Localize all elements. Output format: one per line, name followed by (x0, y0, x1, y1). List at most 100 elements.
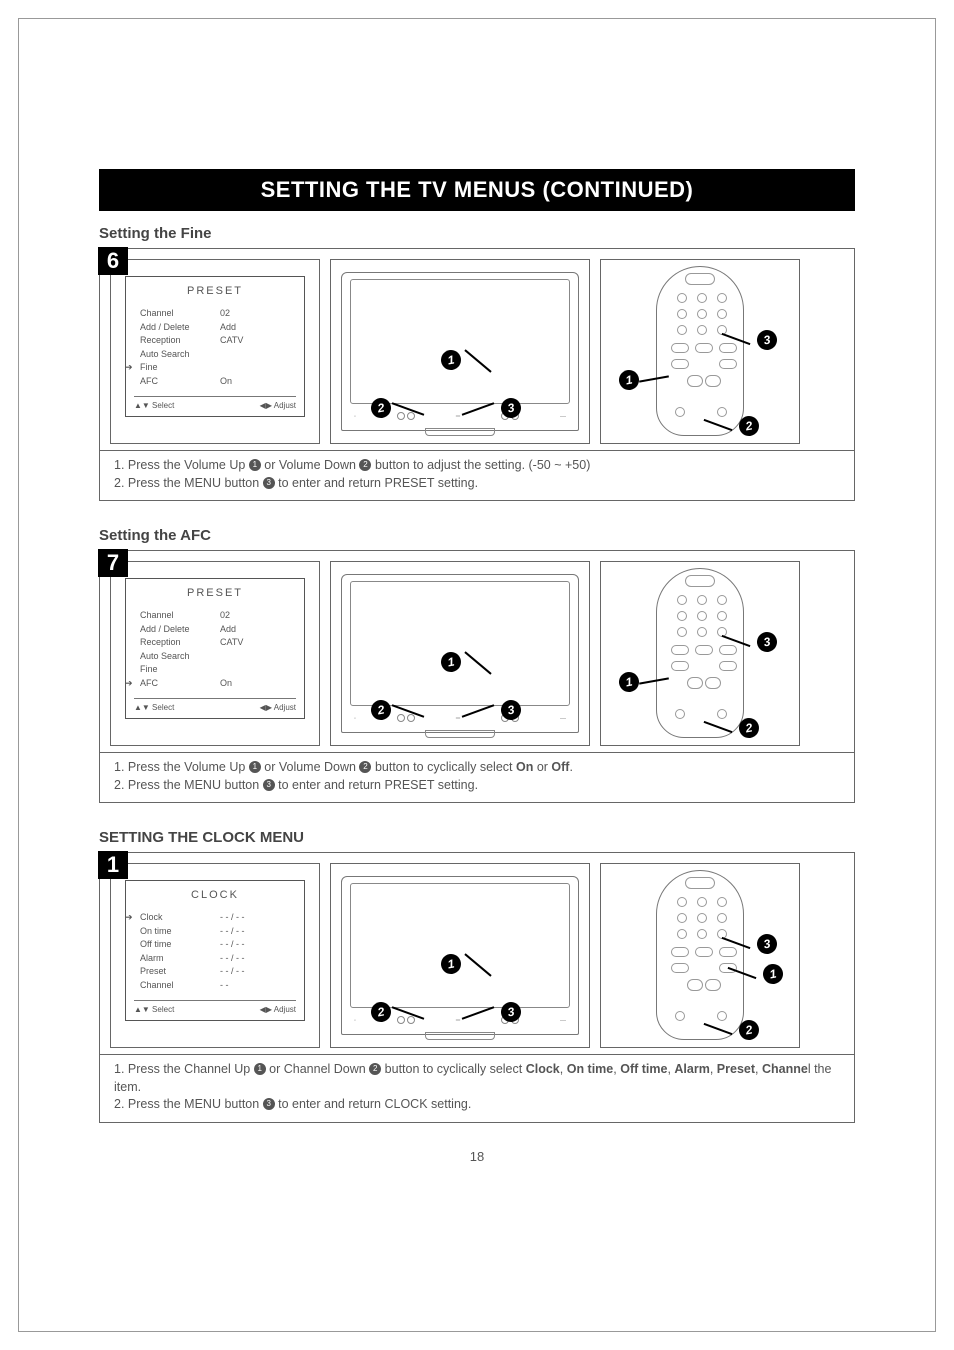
remote-button (687, 979, 703, 991)
remote-button (677, 627, 687, 637)
remote-button (687, 677, 703, 689)
section-box: 6PRESETChannel02Add / DeleteAddReception… (99, 248, 855, 501)
step-badge: 7 (98, 549, 128, 577)
osd-title: PRESET (134, 285, 296, 297)
remote-button (719, 359, 737, 369)
instruction-line: 2. Press the MENU button 3 to enter and … (114, 1096, 844, 1114)
osd-row-label: Clock (140, 911, 220, 925)
panel-row: PRESETChannel02Add / DeleteAddReceptionC… (100, 551, 854, 752)
osd-row-value: - - / - - (220, 925, 270, 939)
osd-row-label: Channel (140, 979, 220, 993)
remote-button (677, 913, 687, 923)
remote-button (697, 913, 707, 923)
panel-row: PRESETChannel02Add / DeleteAddReceptionC… (100, 249, 854, 450)
osd-row: AFCOn (140, 677, 296, 691)
osd-row: AFCOn (140, 375, 296, 389)
osd-row-value: On (220, 375, 270, 389)
instructions: 1. Press the Channel Up 1 or Channel Dow… (100, 1054, 854, 1122)
section-heading: Setting the Fine (99, 225, 855, 242)
callout-badge: 2 (737, 414, 760, 437)
osd-row: On time- - / - - (140, 925, 296, 939)
osd-panel: PRESETChannel02Add / DeleteAddReceptionC… (110, 259, 320, 444)
osd-row-label: Add / Delete (140, 623, 220, 637)
osd-row-label: Preset (140, 965, 220, 979)
osd-row-value: - - (220, 979, 270, 993)
ref-circle: 2 (369, 1063, 381, 1075)
section-box: 1CLOCKClock- - / - -On time- - / - -Off … (99, 852, 855, 1123)
osd-row: Auto Search (140, 348, 296, 362)
callout-badge: 3 (755, 932, 778, 955)
remote-button (671, 947, 689, 957)
remote-body (656, 870, 744, 1040)
osd-row-label: Reception (140, 334, 220, 348)
ref-circle: 1 (254, 1063, 266, 1075)
osd-footer-adjust: ◀▶ Adjust (260, 1005, 296, 1014)
instruction-line: 1. Press the Volume Up 1 or Volume Down … (114, 457, 844, 475)
ref-circle: 1 (249, 761, 261, 773)
tv-stand (425, 730, 495, 738)
osd-row: Add / DeleteAdd (140, 623, 296, 637)
remote-button (705, 677, 721, 689)
callout-badge: 1 (617, 368, 640, 391)
remote-button (671, 343, 689, 353)
remote-button (695, 947, 713, 957)
remote-button (717, 897, 727, 907)
remote-button (717, 611, 727, 621)
remote-button (675, 407, 685, 417)
remote-button (697, 611, 707, 621)
ref-circle: 1 (249, 459, 261, 471)
osd-row-label: Alarm (140, 952, 220, 966)
osd-row: Off time- - / - - (140, 938, 296, 952)
osd-row-value: Add (220, 321, 270, 335)
remote-button (695, 645, 713, 655)
ref-circle: 3 (263, 477, 275, 489)
remote-button (677, 293, 687, 303)
remote-button (717, 595, 727, 605)
remote-button (719, 947, 737, 957)
osd-row-label: On time (140, 925, 220, 939)
remote-button (697, 309, 707, 319)
osd-row-value: CATV (220, 334, 270, 348)
osd-row-value (220, 361, 270, 375)
remote-button (717, 913, 727, 923)
tv-screen (350, 581, 570, 706)
page-number: 18 (99, 1149, 855, 1164)
remote-button (675, 709, 685, 719)
remote-button (677, 929, 687, 939)
remote-button (695, 343, 713, 353)
osd-row-value (220, 650, 270, 664)
callout-badge: 1 (617, 670, 640, 693)
osd-row-label: Fine (140, 361, 220, 375)
remote-button (719, 343, 737, 353)
osd-row-value: - - / - - (220, 938, 270, 952)
osd-panel: PRESETChannel02Add / DeleteAddReceptionC… (110, 561, 320, 746)
sections-container: Setting the Fine6PRESETChannel02Add / De… (99, 225, 855, 1123)
osd-row-value: - - / - - (220, 965, 270, 979)
remote-button (677, 897, 687, 907)
remote-button (717, 293, 727, 303)
osd-footer-select: ▲▼ Select (134, 1005, 174, 1014)
section-heading: SETTING THE CLOCK MENU (99, 829, 855, 846)
callout-badge: 3 (755, 328, 778, 351)
remote-button (719, 661, 737, 671)
remote-panel: 123 (600, 863, 800, 1048)
osd-row: Channel- - (140, 979, 296, 993)
remote-button (697, 325, 707, 335)
osd-row-label: AFC (140, 677, 220, 691)
osd-row: ReceptionCATV (140, 636, 296, 650)
instruction-line: 1. Press the Volume Up 1 or Volume Down … (114, 759, 844, 777)
remote-button (697, 627, 707, 637)
osd-row-label: Reception (140, 636, 220, 650)
remote-button (705, 979, 721, 991)
osd-row-value: Add (220, 623, 270, 637)
osd-row: Auto Search (140, 650, 296, 664)
osd-footer-adjust: ◀▶ Adjust (260, 703, 296, 712)
osd-row-label: Auto Search (140, 650, 220, 664)
osd-row: Channel02 (140, 609, 296, 623)
osd-row-label: Fine (140, 663, 220, 677)
instructions: 1. Press the Volume Up 1 or Volume Down … (100, 450, 854, 500)
remote-button (677, 611, 687, 621)
osd-panel: CLOCKClock- - / - -On time- - / - -Off t… (110, 863, 320, 1048)
remote-button (675, 1011, 685, 1021)
tv-stand (425, 1032, 495, 1040)
